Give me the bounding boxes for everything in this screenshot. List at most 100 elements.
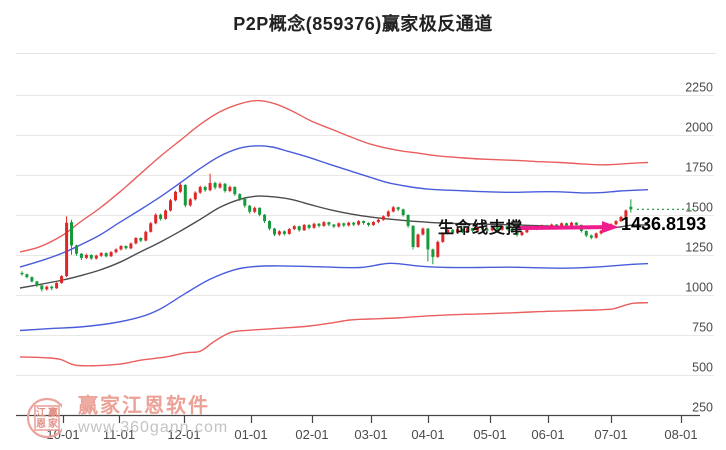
candle-body <box>426 228 430 250</box>
candle-body <box>188 199 192 206</box>
title-separator <box>16 53 716 54</box>
candle-body <box>183 184 187 206</box>
candle-body <box>629 206 633 210</box>
candle-body <box>619 216 623 222</box>
y-axis-label-250: 250 <box>692 401 713 415</box>
candle-body <box>79 253 83 258</box>
x-axis-label-03-01: 03-01 <box>354 427 387 442</box>
y-axis-label-1500: 1500 <box>685 201 713 215</box>
candle-body <box>624 210 628 217</box>
candle-body <box>337 223 341 227</box>
candle-body <box>317 223 321 226</box>
channel-line-1 <box>19 145 649 268</box>
candle-body <box>421 228 425 235</box>
candle-body <box>268 221 271 229</box>
candle-body <box>475 227 479 231</box>
candle-body <box>149 223 153 232</box>
candle-body <box>312 223 316 228</box>
candle-body <box>565 223 568 226</box>
candle-body <box>119 246 123 250</box>
candle-body <box>273 228 276 235</box>
candle-body <box>510 228 514 232</box>
candle-body <box>495 227 499 230</box>
candle-body <box>40 285 44 290</box>
candle-body <box>357 221 361 225</box>
x-axis-label-04-01: 04-01 <box>411 427 444 442</box>
candle-body <box>277 231 281 235</box>
candle-body <box>381 216 385 220</box>
candle-body <box>376 219 380 222</box>
candle-body <box>362 221 366 223</box>
candle-body <box>243 199 247 206</box>
candle-body <box>258 207 262 215</box>
life-line-support-label: 生命线支撑 <box>438 220 524 237</box>
candle-body <box>599 230 603 234</box>
candle-body <box>60 276 64 283</box>
candle-body <box>55 283 59 289</box>
candle-body <box>178 184 182 192</box>
candle-body <box>451 229 455 233</box>
candle-body <box>248 205 252 212</box>
candle-body <box>208 183 212 191</box>
candle-body <box>614 221 618 225</box>
life-line-value-label: 1436.8193 <box>621 214 707 234</box>
candle-body <box>45 286 49 290</box>
candle-body <box>446 229 450 234</box>
candle-body <box>342 223 346 226</box>
candle-body <box>456 229 460 233</box>
y-axis-label-1750: 1750 <box>685 161 713 175</box>
candle-body <box>391 207 395 212</box>
candle-body <box>198 187 202 193</box>
candle-body <box>124 246 128 249</box>
channel-line-4 <box>19 302 649 367</box>
candle-body <box>367 223 370 225</box>
candle-body <box>253 207 257 212</box>
candle-body <box>144 231 148 241</box>
candle-body <box>75 245 78 254</box>
candle-body <box>371 222 375 225</box>
candle-body <box>134 238 138 244</box>
candle-body <box>520 232 524 235</box>
candle-body <box>515 231 519 235</box>
y-axis-label-1250: 1250 <box>685 241 713 255</box>
candle-body <box>406 215 410 226</box>
candle-body <box>441 233 445 242</box>
candle-body <box>20 272 24 275</box>
candle-body <box>461 229 465 232</box>
candle-body <box>401 209 405 215</box>
x-axis-label-08-01: 08-01 <box>664 427 697 442</box>
x-axis-label-05-01: 05-01 <box>473 427 506 442</box>
candle-body <box>347 222 351 226</box>
x-axis-label-12-01: 12-01 <box>167 427 200 442</box>
candle-body <box>169 200 172 211</box>
candle-body <box>174 191 177 201</box>
candle-body <box>431 249 435 257</box>
candle-body <box>302 224 306 231</box>
candle-body <box>25 274 29 278</box>
channel-line-2 <box>19 195 649 289</box>
y-axis-label-2000: 2000 <box>685 121 713 135</box>
y-axis-label-2250: 2250 <box>685 81 713 95</box>
candle-body <box>297 226 301 231</box>
x-axis-label-06-01: 06-01 <box>531 427 564 442</box>
candle-body <box>307 224 311 228</box>
candle-body <box>480 227 484 230</box>
candle-body <box>332 224 336 227</box>
candle-body <box>490 227 494 231</box>
y-axis-label-750: 750 <box>692 321 713 335</box>
candle-body <box>287 229 291 234</box>
candle-body <box>50 286 54 289</box>
candle-body <box>436 241 440 257</box>
candle-body <box>238 194 242 199</box>
candle-body <box>505 226 509 229</box>
candle-body <box>386 211 390 217</box>
candle-body <box>99 253 103 256</box>
candle-body <box>35 281 39 286</box>
candle-body <box>263 214 267 222</box>
candle-body <box>292 226 296 230</box>
chart-title: P2P概念(859376)赢家极反通道 <box>233 14 493 34</box>
candle-body <box>574 222 578 225</box>
candle-body <box>94 255 98 259</box>
candle-body <box>500 226 504 230</box>
